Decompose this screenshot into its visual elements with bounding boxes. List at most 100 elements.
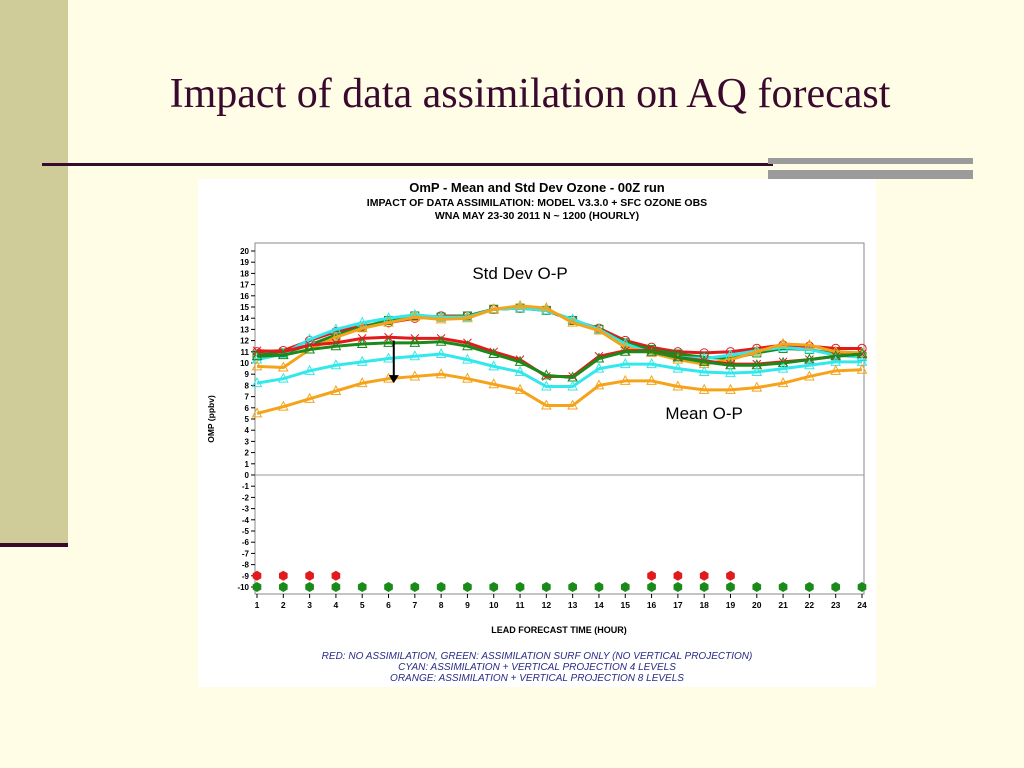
y-tick-label: 3 (245, 437, 250, 446)
side-band (0, 0, 68, 545)
data-point (251, 353, 263, 364)
data-point (804, 339, 815, 350)
data-point (435, 335, 447, 346)
y-tick-label: 10 (240, 359, 249, 368)
data-point (251, 407, 263, 418)
significance-marker (436, 582, 446, 592)
series-line (256, 352, 862, 389)
y-tick-label: 6 (245, 404, 250, 413)
legend-line: ORANGE: ASSIMILATION + VERTICAL PROJECTI… (390, 673, 684, 684)
x-tick-label: 22 (805, 600, 815, 610)
data-point (435, 347, 447, 359)
data-point (567, 399, 578, 410)
data-point (593, 379, 605, 390)
y-tick-label: -2 (242, 493, 250, 502)
y-tick-label: 12 (240, 337, 249, 346)
y-tick-label: -10 (237, 583, 249, 592)
legend-line: RED: NO ASSIMILATION, GREEN: ASSIMILATIO… (322, 651, 753, 662)
data-point (646, 374, 657, 385)
data-point (777, 341, 789, 352)
data-point (488, 347, 500, 359)
data-point (383, 336, 394, 347)
arrow-head (388, 375, 399, 384)
data-point (725, 383, 736, 394)
x-tick-label: 21 (778, 600, 788, 610)
y-tick-label: 16 (240, 292, 249, 301)
data-point (409, 336, 421, 347)
data-point (435, 368, 447, 379)
significance-marker (726, 582, 735, 592)
y-tick-label: 4 (245, 426, 250, 435)
significance-marker (463, 582, 472, 592)
significance-marker (252, 570, 262, 581)
data-point (488, 360, 500, 371)
data-point (567, 380, 578, 391)
significance-marker (331, 570, 341, 581)
data-point (462, 353, 473, 364)
x-tick-label: 15 (621, 600, 631, 610)
x-tick-label: 4 (334, 600, 339, 610)
ozone-chart: OmP - Mean and Std Dev Ozone - 00Z run I… (206, 180, 868, 684)
significance-marker (357, 582, 367, 592)
data-point (698, 355, 710, 366)
y-tick-label: -1 (242, 482, 250, 491)
data-point (356, 316, 368, 327)
data-point (462, 312, 473, 323)
data-point (462, 340, 473, 351)
x-tick-label: 23 (831, 600, 841, 610)
significance-marker (752, 582, 762, 592)
data-point (435, 313, 447, 324)
significance-marker (831, 582, 841, 592)
series-line (256, 304, 863, 369)
data-point (804, 359, 815, 370)
y-tick-label: 11 (241, 348, 250, 357)
significance-marker (699, 582, 709, 592)
x-tick-label: 18 (699, 600, 709, 610)
data-point (304, 364, 315, 375)
significance-marker (857, 582, 867, 592)
y-tick-label: -5 (242, 527, 250, 536)
y-tick-label: 18 (240, 269, 249, 278)
data-point (277, 400, 289, 411)
annotation-label: Std Dev O-P (472, 264, 567, 283)
data-point (672, 362, 684, 373)
y-tick-label: -9 (242, 572, 250, 581)
data-point (541, 302, 552, 313)
y-tick-label: 1 (245, 460, 250, 469)
data-point (751, 345, 763, 356)
y-tick-label: -7 (242, 549, 250, 558)
data-point (304, 333, 315, 344)
significance-marker (647, 582, 656, 592)
data-point (409, 311, 421, 322)
series-line (256, 340, 863, 380)
significance-marker (489, 582, 499, 592)
side-rule (0, 543, 68, 547)
x-tick-label: 8 (439, 600, 444, 610)
chart-subtitle: WNA MAY 23-30 2011 N ~ 1200 (HOURLY) (435, 210, 639, 222)
data-point (541, 380, 552, 391)
data-point (462, 372, 473, 383)
significance-marker (673, 582, 683, 592)
data-point (356, 337, 368, 348)
data-point (488, 378, 500, 389)
data-point (567, 316, 578, 327)
significance-marker (252, 582, 262, 592)
y-tick-label: 2 (245, 449, 250, 458)
data-point (383, 352, 394, 363)
data-point (330, 359, 342, 370)
data-point (514, 365, 526, 376)
data-point (751, 359, 763, 370)
significance-marker (647, 570, 656, 581)
plot-frame (254, 242, 865, 595)
significance-marker (331, 582, 341, 592)
series-line (256, 368, 863, 415)
x-tick-label: 10 (489, 600, 499, 610)
x-tick-label: 14 (594, 600, 604, 610)
slide-title: Impact of data assimilation on AQ foreca… (169, 71, 891, 117)
data-point (383, 316, 394, 327)
x-tick-label: 13 (568, 600, 578, 610)
data-point (777, 362, 789, 373)
data-point (751, 381, 763, 392)
chart-panel: OmP - Mean and Std Dev Ozone - 00Z run I… (198, 179, 876, 687)
y-tick-label: 5 (245, 415, 250, 424)
